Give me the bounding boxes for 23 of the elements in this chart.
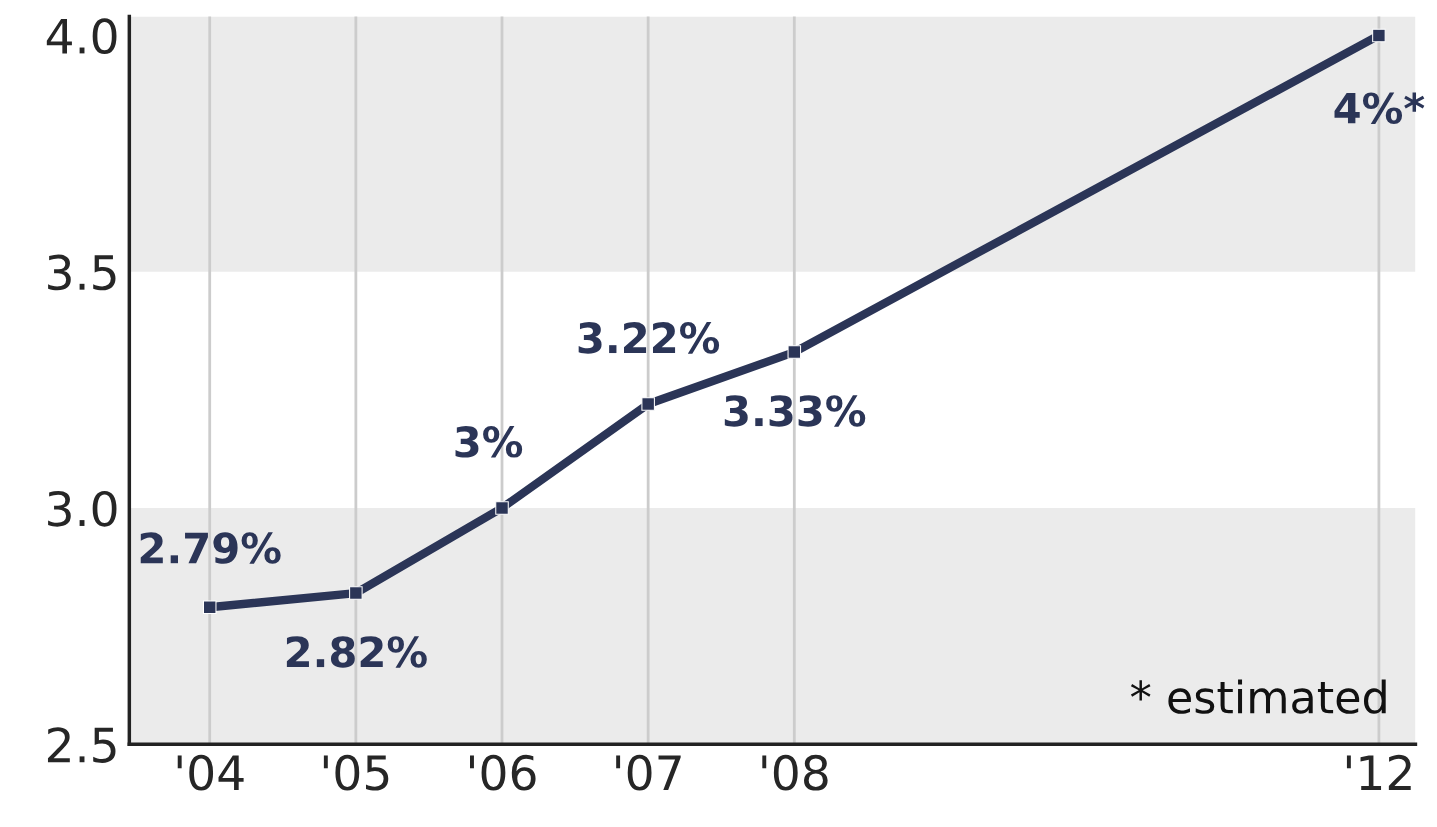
data-label: 2.79% — [140, 532, 281, 564]
point — [1372, 28, 1386, 43]
y-tick-label: 4.0 — [46, 18, 117, 55]
x-tick-label: '07 — [616, 754, 681, 791]
point — [349, 586, 363, 600]
point — [495, 501, 509, 515]
data-label: 2.82% — [286, 636, 427, 668]
x-tick-label: '12 — [1346, 754, 1411, 790]
data-label: 4%* — [1334, 92, 1425, 124]
data-label: 3.22% — [578, 322, 720, 354]
x-tick-label: '05 — [323, 754, 389, 791]
y-tick-label: 2.5 — [47, 727, 116, 763]
x-tick-label: '06 — [470, 754, 536, 791]
x-tick-label: '08 — [762, 754, 828, 791]
point — [641, 397, 655, 411]
y-tick-label: 3.0 — [48, 490, 117, 527]
data-label: 3% — [455, 426, 523, 458]
point — [787, 345, 802, 359]
annotation: * estimated — [1130, 679, 1386, 714]
y-tick-label: 3.5 — [48, 254, 116, 291]
data-label: 3.33% — [724, 395, 866, 427]
point — [202, 600, 217, 615]
x-tick-label: '04 — [177, 754, 244, 791]
